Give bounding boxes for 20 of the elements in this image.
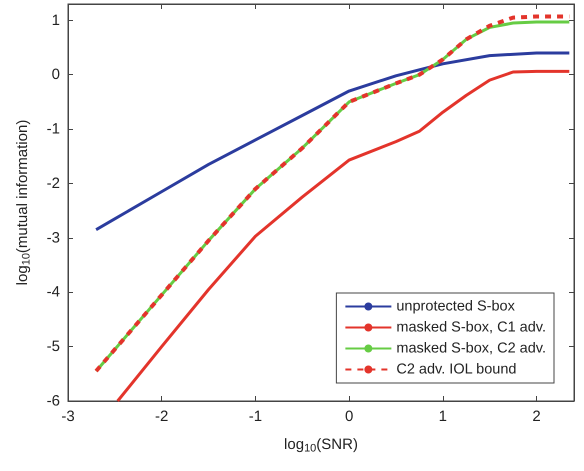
x-tick-label: -2: [155, 408, 168, 425]
y-tick-label: -2: [46, 174, 60, 192]
y-tick-label: 0: [52, 66, 60, 84]
x-tick-label: -1: [248, 408, 262, 425]
x-tick-label: 1: [438, 408, 447, 425]
legend-label: C2 adv. IOL bound: [396, 362, 516, 378]
y-tick-label: -3: [46, 229, 60, 246]
line-series: [116, 70, 571, 402]
y-tick-label: 1: [52, 12, 60, 29]
legend-label: masked S-box, C1 adv.: [396, 320, 546, 336]
y-tick-label: -6: [46, 392, 60, 410]
x-tick-label: 0: [344, 408, 354, 425]
y-tick-label: -4: [46, 284, 60, 301]
legend-label: unprotected S-box: [396, 298, 516, 314]
line-series: [94, 51, 571, 232]
x-tick-label: 2: [532, 408, 541, 425]
y-axis-title: log10(mutual information): [14, 120, 32, 286]
y-tick-label: -1: [46, 120, 60, 138]
y-tick-label: -5: [46, 338, 60, 356]
legend-label: masked S-box, C2 adv.: [396, 340, 546, 356]
